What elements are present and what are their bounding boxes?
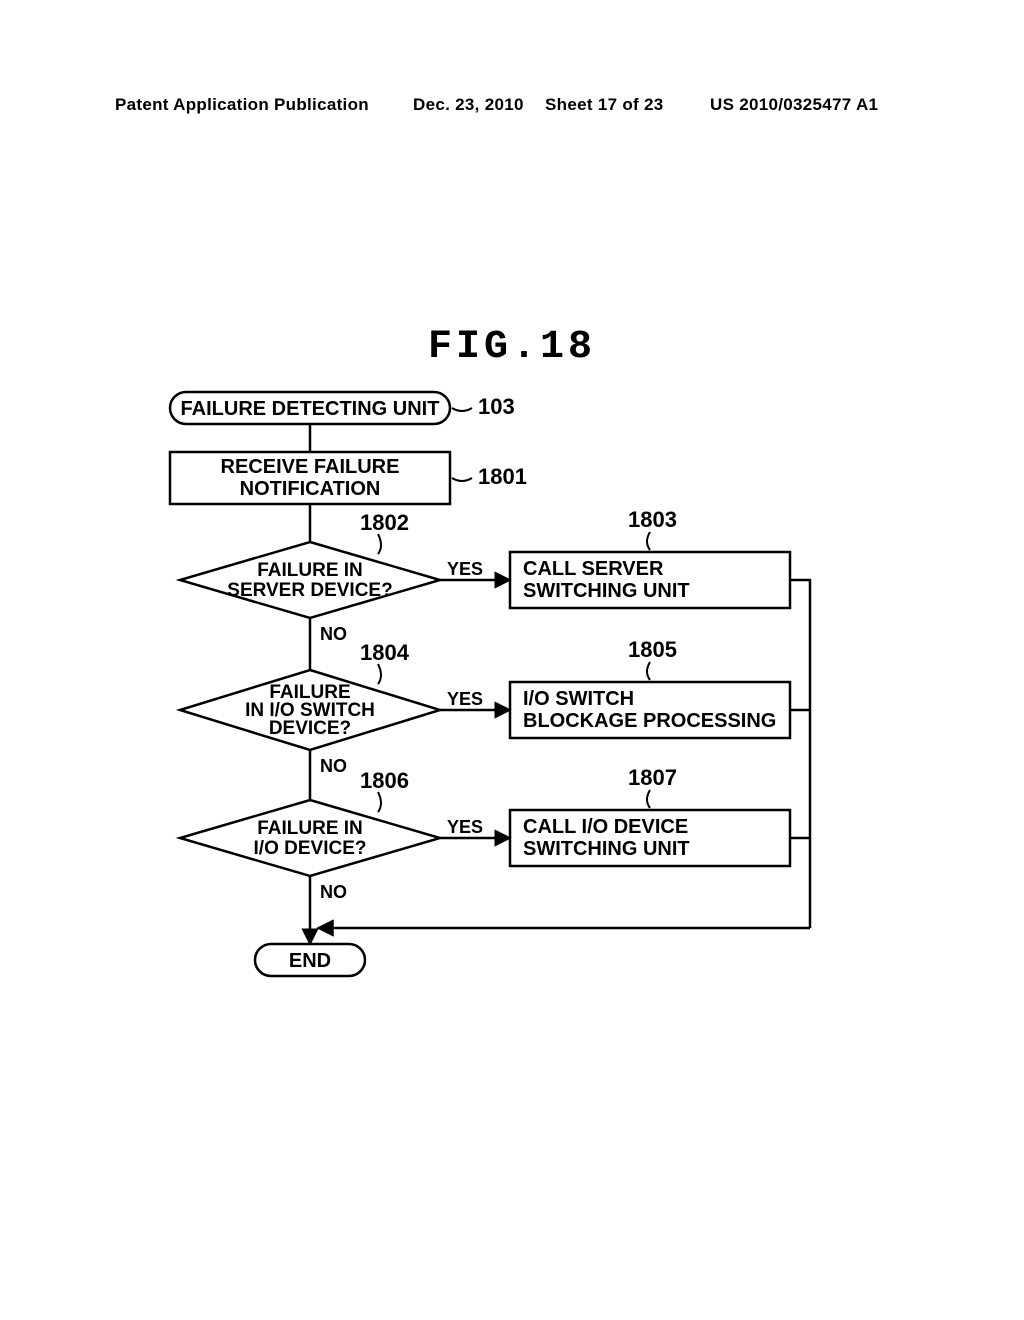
n1807-l1: CALL I/O DEVICE bbox=[523, 816, 688, 838]
page: Patent Application Publication Dec. 23, … bbox=[0, 0, 1024, 1320]
ref-1804: 1804 bbox=[360, 640, 410, 665]
edge-no-label: NO bbox=[320, 882, 347, 902]
edge-no-label: NO bbox=[320, 756, 347, 776]
n1805-l2: BLOCKAGE PROCESSING bbox=[523, 710, 776, 732]
ref-103: 103 bbox=[478, 394, 515, 419]
n1804-l3: DEVICE? bbox=[269, 718, 351, 739]
node-end-label: END bbox=[289, 950, 331, 972]
node-1803: CALL SERVER SWITCHING UNIT 1803 bbox=[510, 507, 790, 608]
node-end: END bbox=[255, 944, 365, 976]
ref-1805: 1805 bbox=[628, 637, 677, 662]
n1802-l1: FAILURE IN bbox=[257, 560, 363, 581]
ref-1807: 1807 bbox=[628, 765, 677, 790]
node-start: FAILURE DETECTING UNIT 103 bbox=[170, 392, 515, 424]
n1801-l1: RECEIVE FAILURE bbox=[221, 456, 400, 478]
edge-yes-label: YES bbox=[447, 689, 483, 709]
ref-1806: 1806 bbox=[360, 768, 409, 793]
n1806-l2: I/O DEVICE? bbox=[254, 838, 367, 859]
n1807-l2: SWITCHING UNIT bbox=[523, 838, 690, 860]
edge-merge bbox=[790, 580, 810, 928]
edge-no-label: NO bbox=[320, 624, 347, 644]
flowchart-svg: FAILURE DETECTING UNIT 103 RECEIVE FAILU… bbox=[0, 0, 1024, 1320]
n1801-l2: NOTIFICATION bbox=[240, 478, 381, 500]
n1803-l2: SWITCHING UNIT bbox=[523, 580, 690, 602]
node-1807: CALL I/O DEVICE SWITCHING UNIT 1807 bbox=[510, 765, 790, 866]
n1802-l2: SERVER DEVICE? bbox=[227, 580, 392, 601]
edge-yes-label: YES bbox=[447, 559, 483, 579]
n1806-l1: FAILURE IN bbox=[257, 818, 363, 839]
edge-yes-label: YES bbox=[447, 817, 483, 837]
ref-1801: 1801 bbox=[478, 464, 527, 489]
n1803-l1: CALL SERVER bbox=[523, 558, 664, 580]
node-start-label: FAILURE DETECTING UNIT bbox=[181, 398, 440, 420]
node-1801: RECEIVE FAILURE NOTIFICATION 1801 bbox=[170, 452, 527, 504]
n1805-l1: I/O SWITCH bbox=[523, 688, 634, 710]
ref-1802: 1802 bbox=[360, 510, 409, 535]
ref-1803: 1803 bbox=[628, 507, 677, 532]
node-1805: I/O SWITCH BLOCKAGE PROCESSING 1805 bbox=[510, 637, 790, 738]
